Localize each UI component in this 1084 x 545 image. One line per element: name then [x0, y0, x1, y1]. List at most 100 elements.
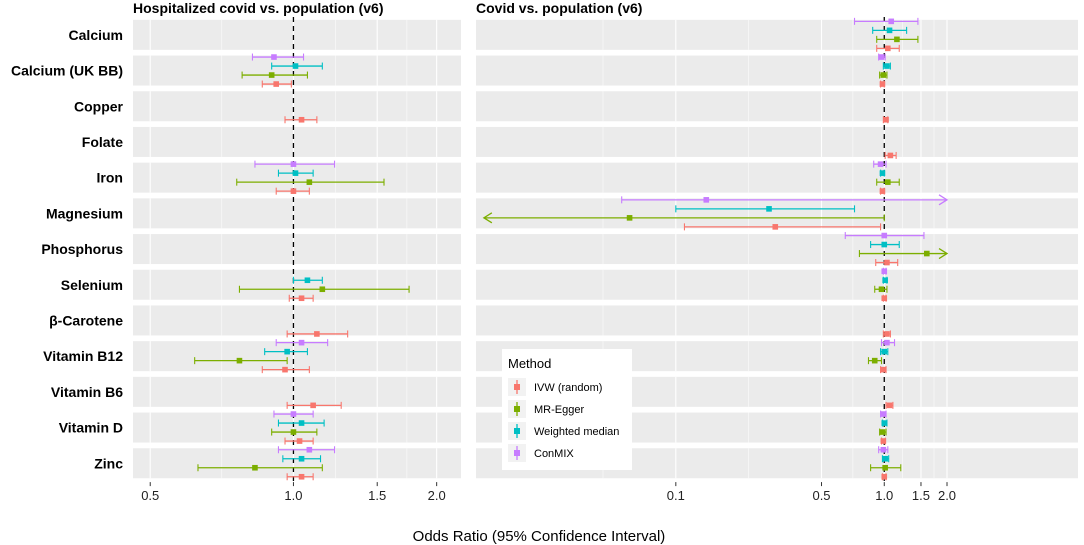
- point-estimate: [268, 72, 275, 78]
- point-estimate: [772, 224, 779, 230]
- point-estimate: [880, 438, 887, 444]
- point-estimate: [306, 446, 313, 453]
- point-estimate: [271, 54, 277, 60]
- row-label: Zinc: [94, 455, 123, 471]
- row-strip: [133, 412, 461, 443]
- legend-label: MR-Egger: [534, 404, 584, 416]
- point-estimate: [880, 411, 887, 417]
- point-estimate: [881, 348, 888, 355]
- point-estimate: [298, 473, 305, 480]
- row-strip: [133, 162, 461, 193]
- point-estimate: [282, 366, 288, 373]
- x-axis-label: Odds Ratio (95% Confidence Interval): [413, 528, 666, 545]
- point-estimate: [298, 339, 305, 346]
- point-estimate: [306, 179, 313, 185]
- row-strip: [476, 305, 1078, 336]
- point-estimate: [290, 411, 297, 417]
- x-tick-label: 0.5: [141, 488, 159, 503]
- point-estimate: [766, 206, 772, 212]
- right-panel-title: Covid vs. population (v6): [476, 0, 642, 16]
- right-panel: 0.1 0.5 1.0 1.5 2.0: [476, 17, 1078, 503]
- row-strip: [476, 126, 1078, 157]
- legend-label: ConMIX: [534, 448, 574, 460]
- point-estimate: [877, 161, 884, 167]
- point-estimate: [879, 188, 886, 194]
- row-strip: [133, 126, 461, 157]
- point-estimate: [885, 179, 891, 185]
- row-label: Vitamin B6: [51, 384, 123, 400]
- point-estimate: [888, 18, 895, 25]
- row-label: Vitamin B12: [43, 348, 123, 364]
- point-estimate: [236, 357, 243, 364]
- x-tick-label: 0.1: [667, 488, 685, 503]
- legend-key-marker: [514, 384, 520, 390]
- point-estimate: [298, 455, 305, 462]
- row-label: Magnesium: [46, 205, 123, 221]
- point-estimate: [273, 81, 280, 87]
- legend: Method IVW (random) MR-Egger Weighted medi…: [502, 349, 632, 470]
- point-estimate: [314, 331, 320, 337]
- point-estimate: [886, 27, 893, 34]
- point-estimate: [885, 45, 891, 52]
- point-estimate: [887, 152, 894, 159]
- row-strip: [133, 55, 461, 86]
- row-label: Calcium (UK BB): [11, 63, 123, 79]
- row-strip: [133, 448, 461, 479]
- point-estimate: [878, 286, 885, 293]
- row-strip: [133, 198, 461, 229]
- row-label: β-Carotene: [49, 312, 123, 328]
- row-label: Folate: [82, 134, 123, 150]
- point-estimate: [252, 464, 258, 471]
- row-labels: Calcium Calcium (UK BB) Copper Folate Iron Ma…: [11, 27, 124, 471]
- point-estimate: [296, 438, 303, 444]
- point-estimate: [924, 250, 930, 257]
- point-estimate: [298, 420, 305, 426]
- point-estimate: [290, 188, 297, 194]
- legend-title: Method: [508, 356, 551, 371]
- point-estimate: [626, 215, 633, 221]
- row-label: Iron: [97, 170, 123, 186]
- left-panel-title: Hospitalized covid vs. population (v6): [133, 0, 383, 16]
- point-estimate: [884, 63, 890, 69]
- legend-label: Weighted median: [534, 426, 619, 438]
- point-estimate: [881, 473, 888, 480]
- point-estimate: [882, 464, 888, 471]
- point-estimate: [882, 277, 888, 284]
- point-estimate: [319, 286, 326, 293]
- row-strip: [133, 376, 461, 407]
- point-estimate: [882, 455, 888, 462]
- x-tick-label: 0.5: [812, 488, 830, 503]
- point-estimate: [880, 72, 887, 78]
- row-strip: [133, 269, 461, 300]
- x-tick-label: 2.0: [428, 488, 446, 503]
- x-tick-label: 1.5: [912, 488, 930, 503]
- point-estimate: [878, 54, 885, 60]
- x-tick-label: 1.0: [875, 488, 893, 503]
- point-estimate: [879, 81, 886, 87]
- row-label: Phosphorus: [41, 241, 123, 257]
- point-estimate: [290, 161, 297, 167]
- point-estimate: [310, 402, 316, 409]
- point-estimate: [881, 268, 888, 275]
- point-estimate: [883, 116, 889, 123]
- point-estimate: [880, 446, 887, 453]
- point-estimate: [290, 429, 297, 435]
- row-label: Copper: [74, 98, 124, 114]
- point-estimate: [880, 366, 887, 373]
- point-estimate: [304, 277, 311, 284]
- row-strip: [476, 234, 1078, 265]
- row-strip: [476, 198, 1078, 229]
- point-estimate: [884, 259, 890, 266]
- point-estimate: [881, 241, 888, 248]
- row-strip: [133, 91, 461, 122]
- x-tick-label: 1.0: [284, 488, 302, 503]
- legend-key-marker: [514, 450, 520, 456]
- row-label: Calcium: [69, 27, 123, 43]
- x-tick-label: 2.0: [938, 488, 956, 503]
- point-estimate: [879, 170, 886, 176]
- row-strip: [476, 269, 1078, 300]
- point-estimate: [881, 420, 888, 426]
- point-estimate: [894, 36, 900, 43]
- point-estimate: [886, 402, 893, 409]
